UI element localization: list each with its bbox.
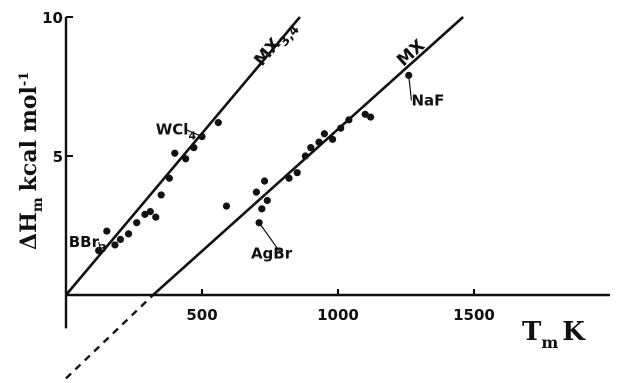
data-point-s1-16 <box>367 113 375 121</box>
annotation-label-3: NaF <box>411 91 444 109</box>
annotation-label-1: BBr3 <box>69 233 107 255</box>
data-point-s1-7 <box>293 169 301 177</box>
x-tick-label-500: 500 <box>186 306 217 324</box>
data-point-s1-11 <box>320 130 328 138</box>
data-point-s1-8 <box>301 152 309 160</box>
data-point-s0-0 <box>103 227 111 235</box>
data-point-s1-12 <box>328 135 337 143</box>
data-point-s1-9 <box>307 144 315 152</box>
data-point-s1-5 <box>263 196 271 205</box>
data-point-s1-1 <box>252 188 260 196</box>
data-point-s1-15 <box>361 110 369 118</box>
fit-lines-group <box>65 16 464 380</box>
data-point-s0-12 <box>190 144 198 152</box>
data-point-s1-4 <box>260 177 269 185</box>
data-point-s1-0 <box>222 202 231 210</box>
y-axis-title: ΔHmkcal mol-1 <box>16 72 46 250</box>
data-point-s0-9 <box>165 174 173 182</box>
data-point-s0-11 <box>182 155 190 163</box>
data-point-s0-7 <box>152 213 160 221</box>
annotation-label-0: WCl4 <box>156 121 197 143</box>
annotation-leader-2 <box>258 222 282 254</box>
data-point-s0-8 <box>157 191 165 199</box>
axes-group: 500 1000 1500 5 10 <box>42 9 610 329</box>
extrapolation-dashed-line <box>65 294 154 380</box>
data-point-s0-1 <box>111 241 119 249</box>
annotation-leader-1 <box>98 242 102 253</box>
data-point-s1-10 <box>315 138 323 146</box>
data-point-s1-3 <box>258 205 266 213</box>
data-point-s0-2 <box>116 235 124 243</box>
data-point-s0-3 <box>124 230 133 238</box>
data-point-s0-5 <box>141 210 149 218</box>
annotation-leader-0 <box>185 129 203 138</box>
x-tick-label-1000: 1000 <box>317 306 359 324</box>
data-point-s1-14 <box>345 116 353 124</box>
y-tick-label-5: 5 <box>53 148 63 166</box>
data-point-s0-14 <box>214 119 222 127</box>
annotation-leader-3 <box>408 75 413 101</box>
data-point-s1-13 <box>337 124 345 132</box>
fit-line-0 <box>65 16 301 296</box>
data-point-s0-4 <box>133 219 141 227</box>
data-point-s0-10 <box>171 149 179 157</box>
labels-group: Tm K ΔHmkcal mol-1 MX3,4 MX WCl4 BBr3 AgBr NaF <box>16 17 586 352</box>
series-label-1: MX <box>393 36 429 71</box>
data-point-s1-6 <box>285 174 293 182</box>
annotation-label-2: AgBr <box>251 244 293 262</box>
x-axis-title: Tm K <box>522 317 586 352</box>
x-tick-label-1500: 1500 <box>453 306 495 324</box>
y-tick-label-10: 10 <box>42 9 63 27</box>
data-points-group <box>95 71 413 255</box>
series-label-0: MX3,4 <box>250 17 303 73</box>
data-point-s0-6 <box>146 208 154 216</box>
